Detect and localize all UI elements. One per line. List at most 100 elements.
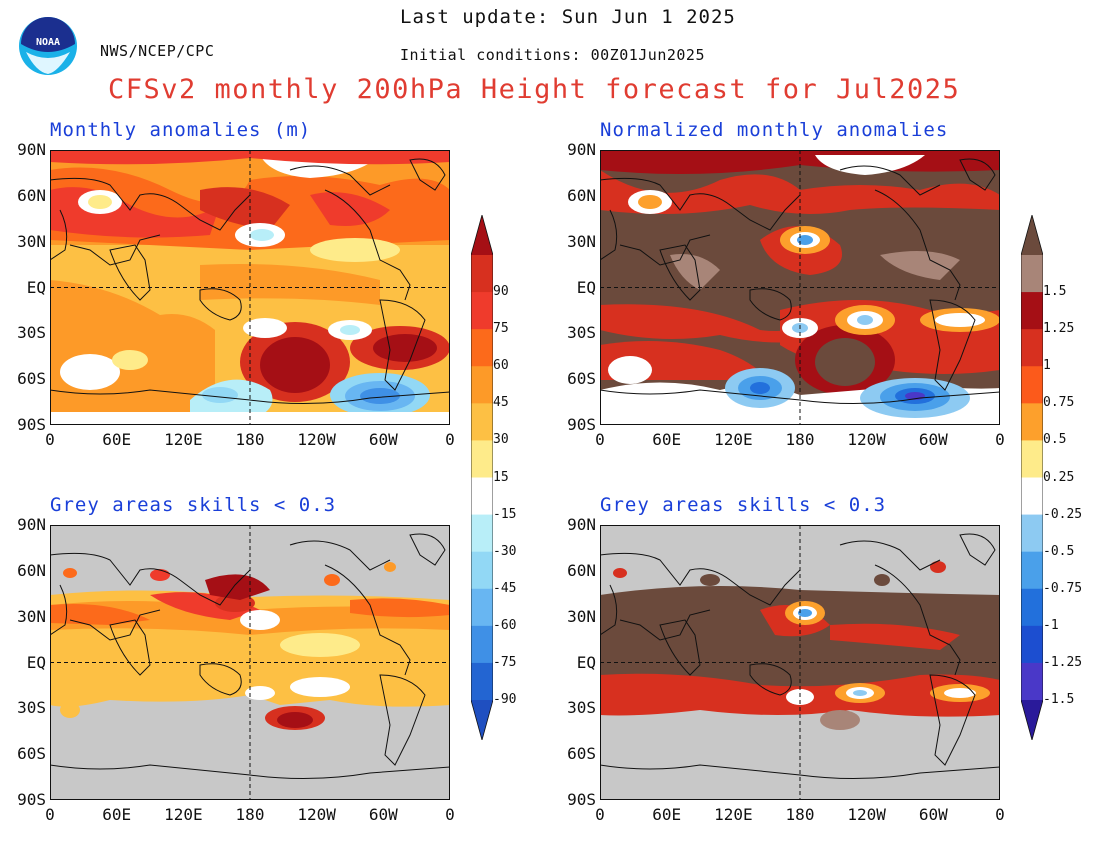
- colorbar-segment: [1021, 403, 1043, 441]
- panel-title-bottom-right: Grey areas skills < 0.3: [600, 494, 887, 516]
- lat-tick-label: 60S: [17, 369, 46, 389]
- colorbar-segment: [1021, 440, 1043, 478]
- colorbar-segment: [471, 625, 493, 664]
- lon-tick-label: 120E: [714, 430, 753, 449]
- colorbar-label: -90: [493, 692, 517, 707]
- lon-tick-label: 180: [235, 430, 265, 449]
- lat-tick-label: 90S: [567, 415, 596, 434]
- colorbar-segment: [471, 588, 493, 627]
- colorbar-right: [1020, 213, 1044, 742]
- panel-title-bottom-left: Grey areas skills < 0.3: [50, 494, 337, 516]
- lat-tick-label: 60N: [567, 185, 596, 205]
- colorbar-segment: [471, 662, 493, 701]
- colorbar-label: -1.25: [1043, 654, 1083, 670]
- colorbar-segment: [1021, 292, 1043, 330]
- lat-tick-label: 90N: [17, 515, 46, 534]
- colorbar-segment: [1021, 662, 1043, 701]
- colorbar-segment: [1021, 255, 1043, 293]
- lon-tick-label: 120E: [714, 805, 753, 824]
- lat-tick-label: 30N: [17, 606, 46, 626]
- lon-tick-label: 60E: [102, 805, 132, 824]
- colorbar-label: 30: [493, 432, 509, 448]
- lat-tick-label: 90S: [567, 790, 596, 809]
- lon-tick-label: 60E: [102, 430, 132, 449]
- panel-title-top-left: Monthly anomalies (m): [50, 119, 312, 141]
- colorbar-segment: [471, 329, 493, 367]
- colorbar-segment: [471, 440, 493, 478]
- colorbar-top-triangle: [471, 215, 493, 255]
- lat-tick-label: 60S: [567, 369, 596, 389]
- colorbar-label: 90: [493, 284, 509, 300]
- noaa-logo: NOAA: [18, 14, 78, 78]
- lat-tick-label: 60N: [17, 185, 46, 205]
- page-title: CFSv2 monthly 200hPa Height forecast for…: [108, 74, 961, 105]
- colorbar-segment: [1021, 588, 1043, 627]
- initial-conditions: Initial conditions: 00Z01Jun2025: [400, 46, 705, 64]
- lon-tick-label: 180: [785, 430, 815, 449]
- colorbar-label: 0.25: [1043, 469, 1075, 485]
- colorbar-segment: [471, 551, 493, 590]
- colorbar-segment: [1021, 514, 1043, 553]
- colorbar-segment: [471, 477, 493, 516]
- colorbar-label: 45: [493, 395, 509, 411]
- colorbar-label: -15: [493, 506, 517, 522]
- lat-tick-label: 60N: [567, 560, 596, 580]
- lon-tick-label: 180: [235, 805, 265, 824]
- lat-tick-label: 60S: [17, 744, 46, 764]
- map-normalized-anomalies: [599, 150, 1001, 425]
- colorbar-segment: [471, 292, 493, 330]
- colorbar-label: -1.5: [1043, 692, 1075, 707]
- lat-tick-label: EQ: [576, 652, 596, 672]
- lat-tick-label: 90N: [567, 515, 596, 534]
- colorbar-label: 60: [493, 358, 509, 374]
- colorbar-label: -30: [493, 543, 517, 559]
- last-update: Last update: Sun Jun 1 2025: [400, 6, 736, 28]
- lon-tick-label: 0: [445, 805, 455, 824]
- lon-tick-label: 60E: [652, 805, 682, 824]
- lat-tick-label: EQ: [576, 277, 596, 297]
- lon-tick-label: 120W: [847, 805, 886, 824]
- lat-tick-label: 30S: [17, 323, 46, 343]
- map-masked-anomalies: [49, 525, 451, 800]
- lat-tick-label: 90S: [17, 790, 46, 809]
- lon-tick-label: 120E: [164, 430, 203, 449]
- lon-tick-label: 0: [45, 430, 55, 449]
- lon-tick-label: 180: [785, 805, 815, 824]
- colorbar-segment: [1021, 551, 1043, 590]
- lat-tick-label: 30S: [567, 323, 596, 343]
- colorbar-label: 1.25: [1043, 321, 1075, 337]
- colorbar-segment: [471, 366, 493, 404]
- lon-tick-label: 0: [45, 805, 55, 824]
- colorbar-label: 15: [493, 469, 509, 485]
- lon-tick-label: 0: [995, 805, 1005, 824]
- lat-tick-label: 60S: [567, 744, 596, 764]
- lat-tick-label: 60N: [17, 560, 46, 580]
- lat-tick-label: 30S: [567, 698, 596, 718]
- colorbar-label: -45: [493, 580, 517, 596]
- lon-tick-label: 120W: [297, 805, 336, 824]
- colorbar-label: 0.75: [1043, 395, 1075, 411]
- lon-tick-label: 0: [995, 430, 1005, 449]
- colorbar-segment: [1021, 625, 1043, 664]
- colorbar-label: -0.75: [1043, 580, 1083, 596]
- lon-tick-label: 60W: [368, 805, 398, 824]
- lat-tick-label: 30S: [17, 698, 46, 718]
- lon-tick-label: 0: [595, 805, 605, 824]
- lon-tick-label: 0: [595, 430, 605, 449]
- lon-tick-label: 120W: [847, 430, 886, 449]
- lat-tick-label: 30N: [17, 231, 46, 251]
- lat-tick-label: 90N: [567, 140, 596, 159]
- colorbar-segment: [471, 255, 493, 293]
- colorbar-label: -75: [493, 654, 517, 670]
- lat-tick-label: EQ: [26, 277, 46, 297]
- lon-tick-label: 60W: [368, 430, 398, 449]
- lon-tick-label: 120E: [164, 805, 203, 824]
- colorbar-left: [470, 213, 494, 742]
- colorbar-label: 0.5: [1043, 432, 1067, 448]
- lon-tick-label: 60E: [652, 430, 682, 449]
- agency-label: NWS/NCEP/CPC: [100, 42, 215, 60]
- colorbar-segment: [471, 403, 493, 441]
- lat-tick-label: 30N: [567, 606, 596, 626]
- colorbar-label: -60: [493, 617, 517, 633]
- map-masked-normalized: [599, 525, 1001, 800]
